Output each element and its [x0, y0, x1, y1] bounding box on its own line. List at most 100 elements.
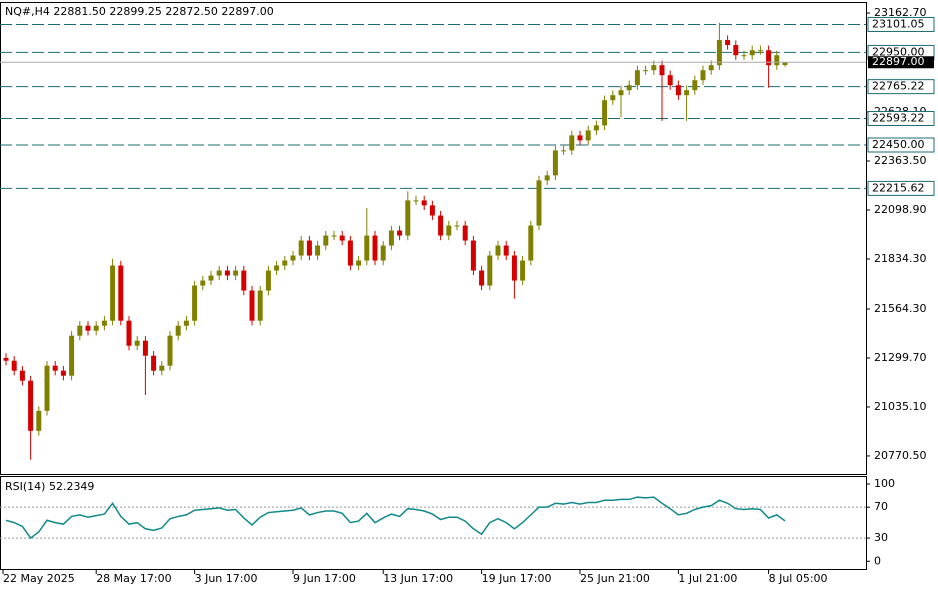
- candle-body: [200, 280, 206, 286]
- candle-body: [216, 270, 222, 276]
- candle-body: [700, 70, 706, 81]
- candle-body: [757, 50, 763, 52]
- y-tick-label: 20770.50: [874, 449, 927, 462]
- candle-body: [708, 65, 714, 71]
- candle-body: [741, 55, 747, 57]
- candle-body: [618, 90, 624, 96]
- candle-body: [36, 410, 42, 431]
- y-tick-label: 21035.10: [874, 400, 927, 413]
- candle-body: [667, 75, 673, 86]
- candle-body: [323, 235, 329, 246]
- candle-body: [659, 65, 665, 76]
- rsi-tick-label: 30: [874, 531, 888, 544]
- candle-body: [101, 320, 107, 326]
- candle-body: [77, 325, 83, 336]
- rsi-title: RSI(14) 52.2349: [5, 480, 94, 493]
- candle-body: [192, 285, 198, 321]
- candle-body: [3, 357, 9, 361]
- candle-body: [167, 335, 173, 366]
- candle-body: [725, 40, 731, 46]
- candle-body: [495, 245, 501, 256]
- candle-body: [126, 320, 132, 346]
- level-label: 22765.22: [872, 80, 925, 93]
- candle-body: [626, 85, 632, 91]
- level-label-box: [867, 79, 935, 95]
- candle-body: [438, 215, 444, 236]
- candle-body: [151, 355, 157, 371]
- candle-body: [11, 360, 17, 371]
- candle-body: [142, 340, 148, 356]
- candle-body: [421, 200, 427, 206]
- x-tick-label: 8 Jul 05:00: [769, 572, 828, 585]
- candle-body: [257, 290, 263, 321]
- candle-body: [233, 270, 239, 276]
- candle-body: [44, 365, 50, 411]
- candle-body: [569, 135, 575, 151]
- candle-body: [503, 245, 509, 256]
- candle-body: [782, 62, 788, 66]
- candle-body: [249, 290, 255, 321]
- x-tick-label: 22 May 2025: [3, 572, 75, 585]
- y-tick-label: 21834.30: [874, 252, 927, 265]
- x-tick-label: 13 Jun 17:00: [383, 572, 453, 585]
- candle-body: [429, 205, 435, 216]
- y-tick-label: 23162.70: [874, 6, 927, 19]
- candle-body: [561, 150, 567, 152]
- candle-body: [52, 365, 58, 371]
- candle-body: [552, 150, 558, 176]
- candle-body: [602, 100, 608, 126]
- candle-body: [749, 50, 755, 56]
- candle-body: [134, 340, 140, 346]
- current-price-label: 22897.00: [872, 55, 925, 68]
- x-tick-label: 25 Jun 21:00: [580, 572, 650, 585]
- candle-body: [397, 230, 403, 236]
- candle-body: [634, 70, 640, 86]
- candle-body: [544, 175, 550, 181]
- candle-body: [388, 230, 394, 246]
- x-tick-label: 3 Jun 17:00: [195, 572, 258, 585]
- candle-body: [290, 255, 296, 261]
- candle-body: [479, 270, 485, 286]
- candle-body: [684, 90, 690, 96]
- rsi-line: [5, 496, 786, 540]
- y-tick-label: 21299.70: [874, 351, 927, 364]
- candle-body: [413, 200, 419, 202]
- level-label: 22215.62: [872, 181, 925, 194]
- candle-body: [19, 370, 25, 381]
- candle-body: [487, 255, 493, 286]
- candle-body: [470, 240, 476, 271]
- candle-body: [511, 255, 517, 281]
- level-label-box: [867, 137, 935, 153]
- candle-body: [315, 245, 321, 256]
- candle-body: [69, 335, 75, 376]
- x-tick-label: 1 Jul 21:00: [678, 572, 737, 585]
- candle-body: [331, 235, 337, 237]
- rsi-tick-label: 0: [874, 554, 881, 567]
- candle-body: [446, 225, 452, 236]
- level-label: 22450.00: [872, 138, 925, 151]
- level-label: 22950.00: [872, 45, 925, 58]
- rsi-tick-label: 70: [874, 500, 888, 513]
- candle-body: [577, 135, 583, 141]
- candle-body: [93, 325, 99, 331]
- candle-body: [364, 235, 370, 261]
- candle-body: [28, 380, 34, 431]
- candle-body: [528, 225, 534, 261]
- candle-body: [306, 240, 312, 256]
- price-panel: [0, 2, 867, 475]
- candle-body: [356, 260, 362, 266]
- candle-body: [339, 235, 345, 241]
- candle-body: [520, 260, 526, 281]
- candle-body: [585, 130, 591, 141]
- level-label: 22593.22: [872, 111, 925, 124]
- candle-body: [675, 85, 681, 96]
- candle-body: [265, 270, 271, 291]
- level-label-box: [867, 180, 935, 196]
- candle-body: [85, 325, 91, 331]
- candle-body: [282, 260, 288, 266]
- y-tick-label: 21564.30: [874, 302, 927, 315]
- candle-body: [118, 265, 124, 321]
- candle-body: [60, 370, 66, 376]
- candle-body: [733, 45, 739, 56]
